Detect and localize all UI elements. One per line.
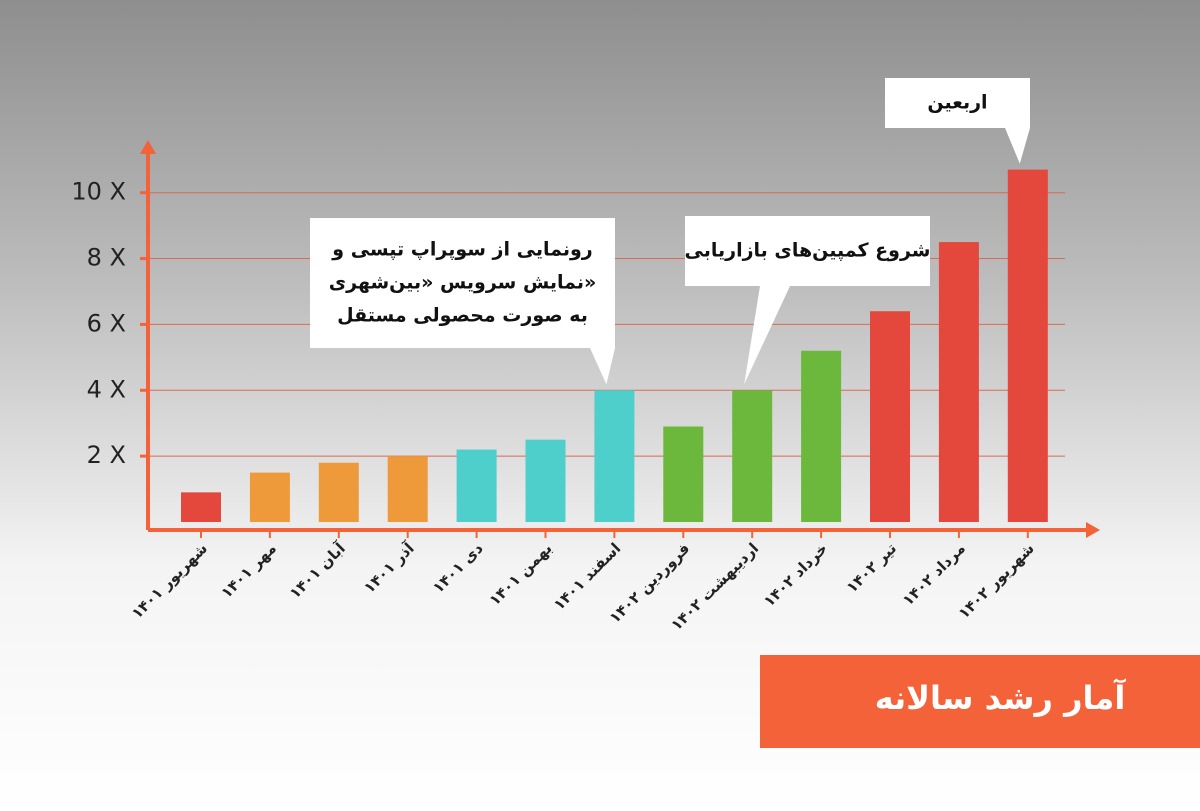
callout-text: رونمایی از سوپراپ تپسی و (331, 239, 592, 261)
callout-text: شروع کمپین‌های بازاریابی (685, 240, 931, 262)
title-banner (760, 655, 1200, 748)
bar (249, 472, 290, 522)
callout-text: اربعین (927, 92, 987, 114)
bar (663, 426, 704, 522)
chart-title: آمار رشد سالانه (875, 678, 1127, 717)
bar (938, 242, 979, 522)
y-tick-label: 6 X (87, 309, 126, 337)
callout-text: به صورت محصولی مستقل (337, 305, 588, 327)
callout-box (310, 218, 615, 385)
bar (594, 390, 635, 522)
callout-box (685, 216, 930, 385)
bar (318, 462, 359, 522)
y-axis-arrow (140, 140, 156, 154)
callout-box (885, 78, 1030, 164)
bar (732, 390, 773, 522)
bar (870, 311, 910, 522)
bar (387, 456, 428, 522)
y-tick-label: 8 X (87, 244, 126, 272)
bar (525, 439, 566, 522)
y-tick-label: 2 X (87, 441, 126, 469)
bar (181, 492, 221, 522)
y-tick-label: 10 X (71, 178, 126, 206)
bar (456, 449, 497, 522)
callout-text: نمایش سرویس «بین‌شهری» (329, 272, 597, 294)
y-tick-label: 4 X (87, 375, 126, 403)
x-axis-arrow (1086, 522, 1100, 538)
bar (1007, 169, 1048, 522)
bar (801, 350, 842, 522)
